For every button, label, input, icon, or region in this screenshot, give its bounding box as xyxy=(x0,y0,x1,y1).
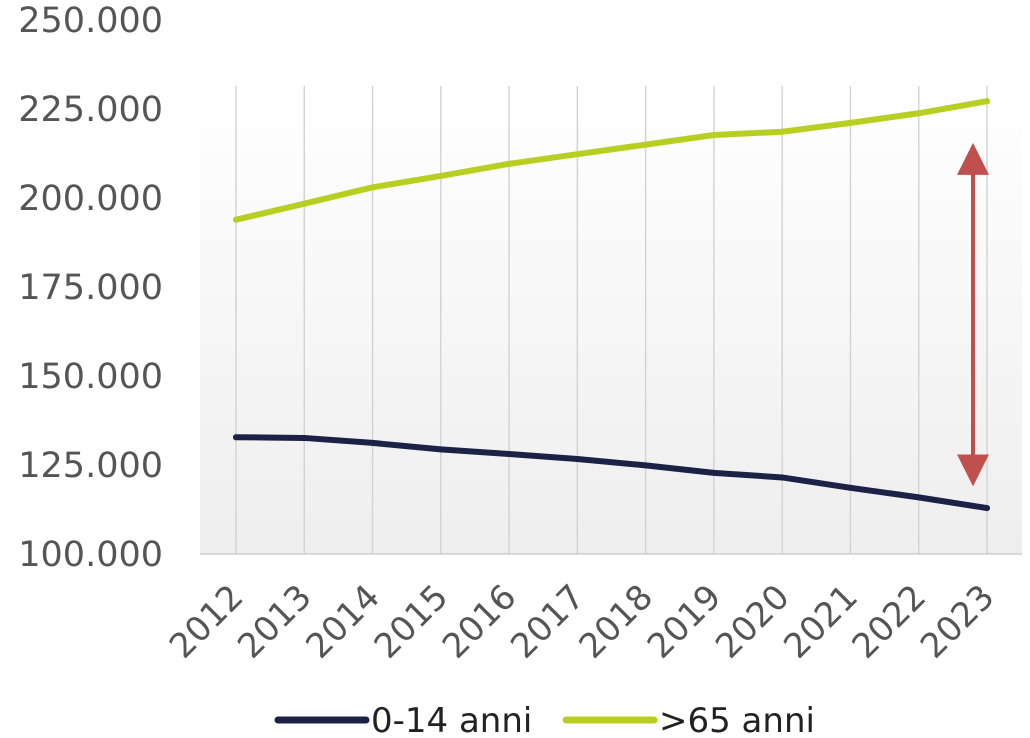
data-point-0-2013 xyxy=(301,434,308,441)
legend-label-1: >65 anni xyxy=(659,701,815,738)
series-lines xyxy=(233,98,990,512)
y-tick-label-100000: 100.000 xyxy=(18,535,163,575)
series-line-1 xyxy=(233,98,990,223)
data-point-0-2014 xyxy=(369,439,376,446)
x-tick-label-2018: 2018 xyxy=(572,577,661,666)
y-tick-label-200000: 200.000 xyxy=(18,179,163,219)
data-point-1-2020 xyxy=(779,128,786,135)
data-point-0-2022 xyxy=(915,494,922,501)
data-point-0-2012 xyxy=(233,434,239,441)
data-point-1-2019 xyxy=(710,131,717,138)
x-tick-label-2021: 2021 xyxy=(776,577,865,666)
data-point-1-2014 xyxy=(369,184,376,191)
data-point-1-2022 xyxy=(915,110,922,117)
data-point-0-2018 xyxy=(642,462,649,469)
plot-area xyxy=(200,86,1022,554)
data-point-0-2017 xyxy=(574,455,581,462)
y-axis-ticks: 100.000 125.000 150.000 175.000 200.000 225.0… xyxy=(18,1,163,575)
data-point-1-2018 xyxy=(642,141,649,148)
data-point-1-2021 xyxy=(847,119,854,126)
data-point-0-2016 xyxy=(506,450,513,457)
data-point-1-2023 xyxy=(984,98,990,105)
y-tick-label-175000: 175.000 xyxy=(18,268,163,308)
legend: 0-14 anni >65 anni xyxy=(274,701,815,738)
data-point-1-2017 xyxy=(574,151,581,158)
data-point-1-2013 xyxy=(301,200,308,207)
x-axis-ticks: 2012201320142015201620172018201920202021… xyxy=(162,577,1002,666)
data-point-1-2012 xyxy=(233,216,239,223)
y-tick-label-150000: 150.000 xyxy=(18,357,163,397)
legend-label-0: 0-14 anni xyxy=(371,701,532,738)
x-tick-label-2019: 2019 xyxy=(640,577,729,666)
x-tick-label-2022: 2022 xyxy=(845,577,934,666)
series-line-0 xyxy=(233,434,990,512)
data-point-0-2015 xyxy=(437,446,444,453)
x-tick-label-2016: 2016 xyxy=(435,577,524,666)
y-tick-label-225000: 225.000 xyxy=(18,90,163,130)
data-point-1-2016 xyxy=(506,160,513,167)
x-tick-label-2015: 2015 xyxy=(367,577,456,666)
data-point-0-2020 xyxy=(779,474,786,481)
series-points xyxy=(233,98,990,512)
x-tick-label-2013: 2013 xyxy=(230,577,319,666)
data-point-0-2021 xyxy=(847,484,854,491)
y-tick-label-125000: 125.000 xyxy=(18,446,163,486)
data-point-0-2019 xyxy=(710,469,717,476)
data-point-1-2015 xyxy=(437,172,444,179)
data-point-0-2023 xyxy=(984,505,990,512)
y-tick-label-250000: 250.000 xyxy=(18,1,163,41)
x-tick-label-2020: 2020 xyxy=(708,577,797,666)
x-tick-label-2023: 2023 xyxy=(913,577,1002,666)
x-tick-label-2017: 2017 xyxy=(503,577,592,666)
x-tick-label-2012: 2012 xyxy=(162,577,251,666)
x-tick-label-2014: 2014 xyxy=(298,577,387,666)
